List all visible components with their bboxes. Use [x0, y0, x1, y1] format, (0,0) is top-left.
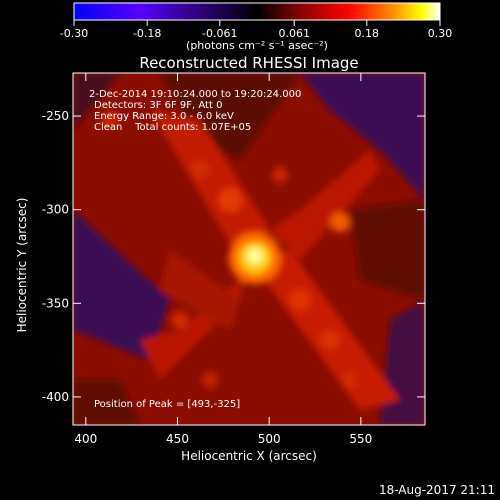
chart-title: Reconstructed RHESSI Image	[139, 54, 358, 72]
x-tick-label: 400	[74, 432, 97, 446]
peak-position-label: Position of Peak = [493,-325]	[94, 399, 240, 410]
annotation-block: 2-Dec-2014 19:10:24.000 to 19:20:24.000 …	[89, 89, 301, 133]
colorbar-tick-label: 0.18	[355, 27, 380, 40]
plot-frame	[72, 72, 426, 426]
footer-timestamp: 18-Aug-2017 21:11	[379, 483, 495, 497]
y-tick-label: -250	[42, 109, 69, 123]
colorbar-tick-label: -0.061	[202, 27, 237, 40]
x-tick-label: 500	[258, 432, 281, 446]
colorbar-unit-label: (photons cm⁻² s⁻¹ asec⁻²)	[186, 39, 328, 52]
colorbar-tick-label: 0.061	[278, 27, 310, 40]
y-tick-label: -350	[42, 296, 69, 310]
annotation-detectors: Detectors: 3F 6F 9F, Att 0	[94, 100, 222, 111]
annotation-energy-range: Energy Range: 3.0 - 6.0 keV	[94, 111, 234, 122]
annotation-counts: Clean Total counts: 1.07E+05	[94, 122, 251, 133]
colorbar: -0.30 -0.18 -0.061 0.061 0.18 0.30 (photons c…	[60, 2, 452, 52]
x-tick-label: 550	[349, 432, 372, 446]
x-tick-label: 450	[166, 432, 189, 446]
annotation-time-range: 2-Dec-2014 19:10:24.000 to 19:20:24.000	[89, 89, 301, 100]
x-axis-label: Heliocentric X (arcsec)	[181, 449, 317, 463]
y-axis-label: Heliocentric Y (arcsec)	[15, 198, 29, 333]
colorbar-tick-label: -0.30	[60, 27, 88, 40]
y-tick-label: -300	[42, 203, 69, 217]
colorbar-tick-label: -0.18	[133, 27, 161, 40]
y-axis: -250 -300 -350 -400	[42, 109, 425, 404]
colorbar-ticks: -0.30 -0.18 -0.061 0.061 0.18 0.30	[60, 20, 452, 40]
y-tick-label: -400	[42, 390, 69, 404]
heatmap-image	[73, 73, 425, 425]
x-axis: 400 450 500 550	[74, 73, 372, 446]
colorbar-gradient	[73, 2, 441, 21]
colorbar-tick-label: 0.30	[428, 27, 453, 40]
